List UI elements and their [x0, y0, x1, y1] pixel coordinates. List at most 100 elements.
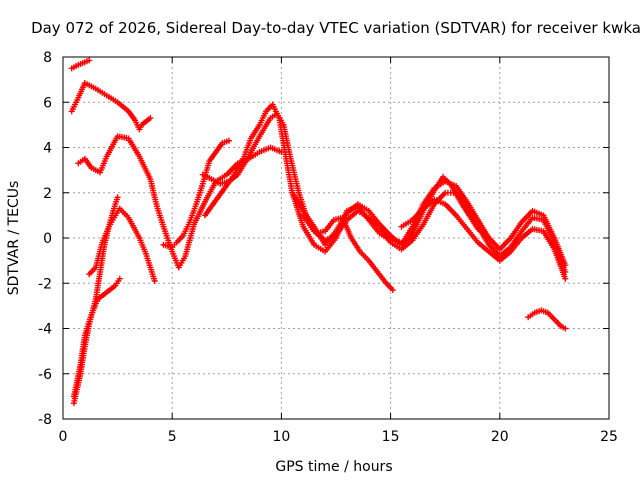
series-trail	[384, 281, 395, 292]
series-trail	[113, 207, 122, 217]
series-trail	[113, 278, 122, 287]
series-trail	[207, 150, 218, 163]
series-trail	[421, 203, 437, 226]
series-trail	[454, 214, 469, 230]
data-point	[562, 325, 569, 332]
data-point	[86, 57, 93, 64]
series-trail	[97, 244, 108, 273]
series-arc-g	[160, 137, 232, 251]
series-trail	[209, 196, 220, 208]
series-trail	[227, 173, 239, 184]
series-trail	[546, 311, 556, 321]
series-trail	[498, 245, 512, 258]
series-trail	[84, 81, 97, 91]
series-trail	[487, 236, 502, 251]
series-trail	[465, 227, 480, 244]
series-trail	[126, 216, 142, 239]
series-trail	[334, 218, 349, 237]
series-trail	[203, 180, 218, 203]
series-trail	[290, 191, 305, 212]
series-trail	[410, 223, 425, 242]
data-point	[225, 137, 232, 144]
series-trail	[96, 290, 108, 301]
series-trail	[77, 334, 88, 366]
series-arc-a	[68, 57, 93, 72]
y-axis-label: SDTVAR / TECUs	[6, 181, 22, 296]
series-trail	[283, 155, 295, 194]
series-trail	[257, 110, 268, 126]
series-trail	[333, 215, 344, 223]
series-trail	[414, 205, 428, 226]
series-trail	[154, 205, 166, 228]
series-trail	[324, 233, 337, 243]
series-trail	[313, 243, 326, 254]
series-trail	[323, 218, 336, 233]
series-trail	[137, 237, 149, 255]
series-trail	[498, 250, 512, 263]
series-trail	[281, 124, 293, 158]
series-trail	[399, 225, 415, 246]
y-tick-label: 4	[43, 141, 52, 157]
series-trail	[216, 187, 227, 199]
series-trail	[87, 266, 98, 276]
series-trail	[349, 236, 362, 253]
series-trail	[552, 248, 568, 280]
series-trail	[76, 82, 87, 99]
series-trail	[177, 255, 187, 269]
series-trail	[71, 364, 83, 398]
series-trail	[520, 216, 534, 233]
series-trail	[454, 184, 469, 203]
series-trail	[181, 221, 192, 237]
series-trail	[487, 250, 501, 263]
data-point	[151, 277, 158, 284]
series-trail	[194, 183, 205, 205]
series-trail	[509, 236, 524, 253]
series-trail	[182, 223, 197, 257]
series-trail	[140, 116, 152, 127]
series-trail	[531, 208, 545, 218]
series-trail	[118, 207, 130, 219]
series-trail	[98, 155, 109, 174]
series-trail	[187, 203, 199, 223]
series-trail	[116, 100, 130, 113]
series-trail	[126, 110, 137, 122]
series-trail	[509, 221, 524, 239]
tick-layer: 0 5 10 15 20 25 -8 -6 -4 -2 0 2 4 6 8	[38, 50, 618, 445]
data-point	[483, 232, 490, 239]
data-point	[114, 194, 121, 201]
series-trail	[345, 202, 359, 215]
series-trail	[235, 155, 251, 176]
x-tick-label: 20	[491, 429, 509, 445]
x-tick-label: 10	[272, 429, 290, 445]
series-arc-m	[405, 173, 490, 246]
series-trail	[269, 112, 278, 120]
series-trail	[90, 166, 101, 175]
series-trail	[378, 225, 393, 244]
series-trail	[520, 227, 534, 240]
y-tick-label: 8	[43, 50, 52, 66]
series-trail	[520, 209, 534, 224]
series-trail	[313, 229, 327, 242]
series-trail	[509, 230, 524, 249]
y-tick-label: 6	[43, 95, 52, 111]
series-trail	[323, 236, 338, 253]
series-trail	[221, 138, 230, 146]
y-tick-label: 0	[43, 231, 52, 247]
series-trail	[301, 225, 316, 246]
series-trail	[147, 178, 160, 208]
data-layer	[68, 57, 569, 407]
series-trail	[533, 308, 543, 315]
chart-title: Day 072 of 2026, Sidereal Day-to-day VTE…	[31, 19, 640, 37]
data-point	[389, 287, 396, 294]
x-tick-label: 5	[168, 429, 177, 445]
series-trail	[527, 311, 536, 319]
series-arc-n	[525, 307, 569, 332]
series-trail	[258, 145, 272, 155]
series-trail	[476, 227, 488, 238]
x-tick-label: 25	[600, 429, 618, 445]
series-trail	[105, 93, 119, 104]
series-trail	[423, 189, 437, 208]
series-trail	[210, 177, 222, 186]
series-trail	[192, 200, 207, 226]
series-trail	[345, 209, 359, 222]
